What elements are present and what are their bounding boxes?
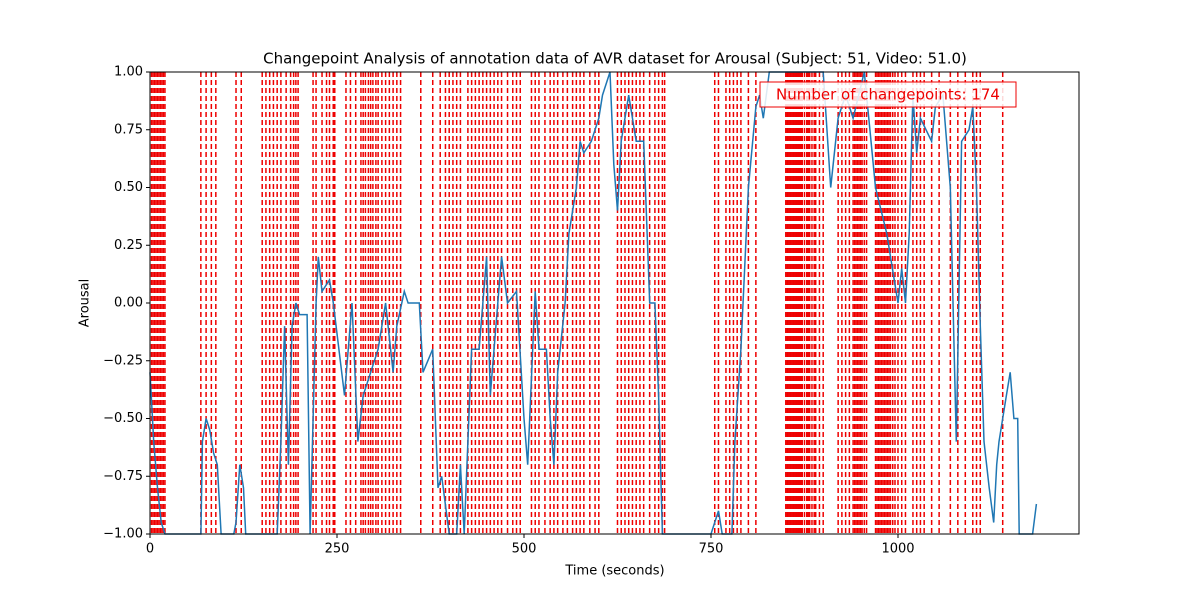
x-axis-label: Time (seconds) xyxy=(564,564,664,579)
x-tick-label: 1000 xyxy=(881,542,914,557)
y-tick-label: −0.25 xyxy=(103,353,143,368)
y-tick-label: 0.50 xyxy=(114,180,143,195)
annotation: Number of changepoints: 174 xyxy=(776,86,1000,104)
x-tick-label: 0 xyxy=(146,542,154,557)
y-axis-label: Arousal xyxy=(78,279,93,328)
y-tick-label: −0.75 xyxy=(103,469,143,484)
annotation-box xyxy=(759,81,1017,108)
data-line xyxy=(149,71,1038,535)
x-tick-label: 250 xyxy=(325,542,350,557)
y-tick-label: 0.00 xyxy=(114,296,143,311)
chart-title: Changepoint Analysis of annotation data … xyxy=(263,50,967,68)
y-tick-label: −0.50 xyxy=(103,411,143,426)
y-tick-label: 0.75 xyxy=(114,122,143,137)
x-tick-label: 500 xyxy=(512,542,537,557)
x-tick-label: 750 xyxy=(699,542,724,557)
y-tick-label: −1.00 xyxy=(103,527,143,542)
y-tick-label: 1.00 xyxy=(114,65,143,80)
y-tick-label: 0.25 xyxy=(114,238,143,253)
